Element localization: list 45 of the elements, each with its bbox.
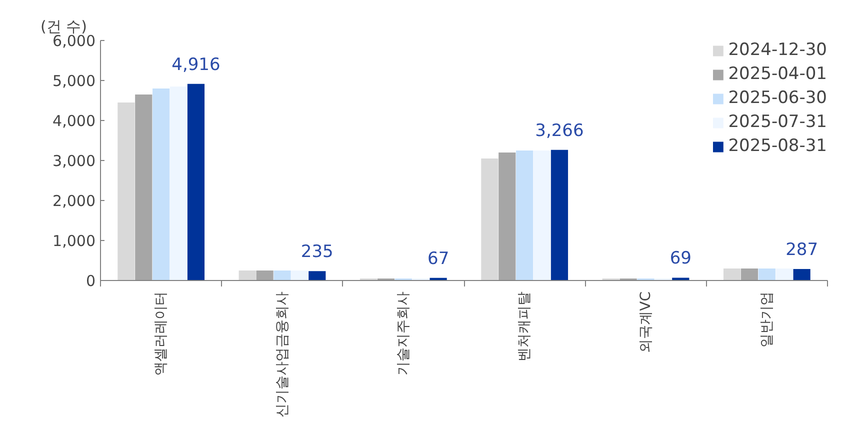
data-label: 67 <box>427 248 450 269</box>
bar <box>793 269 810 280</box>
bar <box>308 271 326 280</box>
data-label: 4,916 <box>172 54 220 75</box>
y-tick-label: 1,000 <box>52 232 96 250</box>
bar <box>498 152 516 280</box>
bar <box>672 278 690 280</box>
y-axis-title: (건 수) <box>40 18 87 36</box>
bar <box>776 268 793 280</box>
bar <box>533 150 551 280</box>
bar <box>256 270 274 280</box>
bar <box>550 150 568 280</box>
bar <box>152 88 170 280</box>
data-label: 287 <box>786 240 818 260</box>
legend-label: 2025-04-01 <box>728 64 827 84</box>
legend-label: 2025-08-31 <box>728 136 827 156</box>
bar <box>170 86 188 280</box>
bar <box>238 270 256 280</box>
data-label: 235 <box>300 242 334 262</box>
bar <box>135 94 152 280</box>
bar <box>723 268 741 280</box>
data-label: 69 <box>670 248 692 269</box>
x-tick-label: 기술지주회사 <box>395 292 412 376</box>
bar <box>516 150 534 280</box>
x-tick-label: 신기술사업금융회사 <box>274 292 290 418</box>
bar <box>118 102 135 280</box>
y-tick-label: 3,000 <box>52 152 96 170</box>
bar <box>274 270 291 280</box>
y-tick-label: 2,000 <box>52 192 96 210</box>
bar <box>481 158 498 280</box>
x-tick-label: 벤처캐피탈 <box>516 292 533 362</box>
x-tick-label: 액셀러레이터 <box>153 292 170 376</box>
legend-label: 2025-07-31 <box>728 112 827 132</box>
legend-label: 2025-06-30 <box>728 88 827 108</box>
bar <box>740 268 758 280</box>
y-tick-label: 5,000 <box>52 72 96 90</box>
bar <box>758 268 776 280</box>
bar <box>291 270 308 280</box>
data-label: 3,266 <box>535 120 584 141</box>
y-tick-label: 0 <box>86 272 96 290</box>
x-tick-label: 외국계VC <box>638 291 654 353</box>
x-tick-label: 일반기업 <box>758 292 775 348</box>
legend-label: 2024-12-30 <box>728 40 827 60</box>
y-tick-label: 4,000 <box>52 112 96 130</box>
bar <box>187 84 205 280</box>
